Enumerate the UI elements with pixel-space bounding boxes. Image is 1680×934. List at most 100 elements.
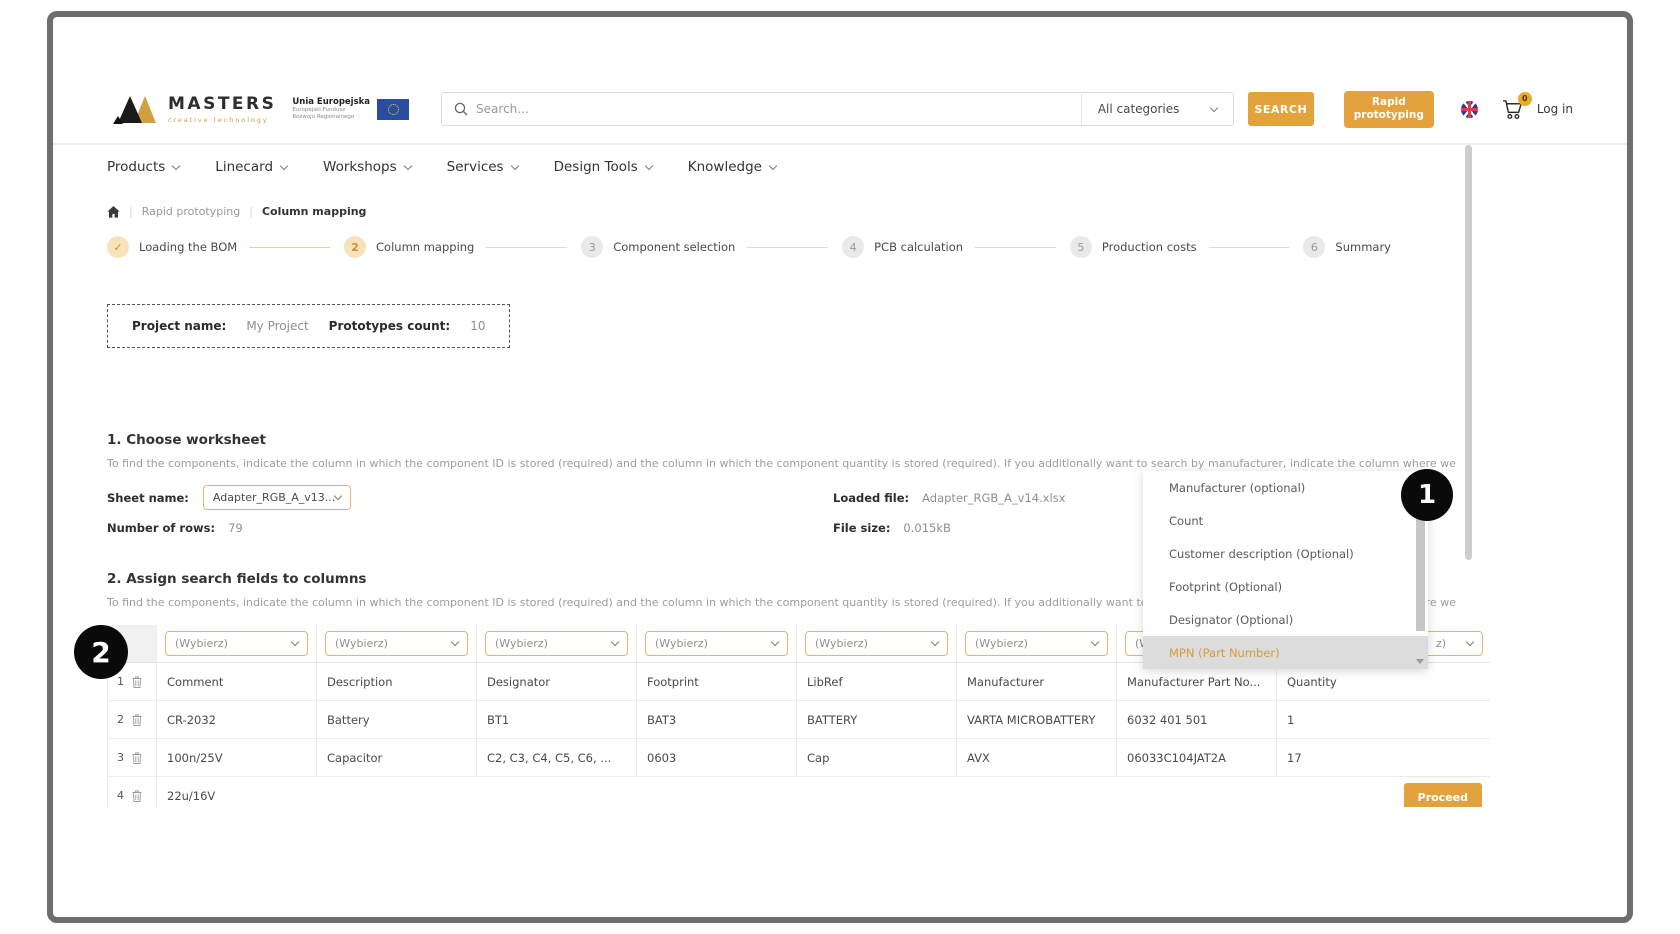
column-select-3[interactable]: (Wybierz)	[485, 631, 628, 656]
table-cell: Description	[316, 663, 476, 701]
page-scrollbar[interactable]	[1465, 145, 1472, 560]
category-select[interactable]: All categories	[1080, 93, 1233, 125]
table-cell: Quantity	[1276, 663, 1490, 701]
delete-row-icon[interactable]	[132, 676, 142, 688]
chevron-down-icon	[172, 161, 181, 170]
dropdown-item-footprint[interactable]: Footprint (Optional)	[1169, 579, 1283, 594]
main-nav: Products Linecard Workshops Services Des…	[107, 153, 1573, 181]
eu-flag-icon	[377, 98, 410, 120]
step-number: 5	[1069, 236, 1092, 258]
delete-row-icon[interactable]	[132, 790, 142, 802]
column-select-6[interactable]: (Wybierz)	[965, 631, 1108, 656]
header-divider	[53, 143, 1627, 145]
loaded-file-label: Loaded file:	[833, 490, 910, 505]
nav-linecard[interactable]: Linecard	[215, 159, 289, 175]
brand-tagline: creative technology	[168, 116, 269, 124]
table-cell: 22u/16V	[156, 777, 316, 807]
rapid-prototyping-button[interactable]: Rapid prototyping	[1343, 90, 1434, 128]
step-pcb-calculation: 4 PCB calculation	[842, 236, 975, 258]
section-choose-worksheet: 1. Choose worksheet To find the componen…	[107, 432, 1573, 541]
search-bar: All categories	[441, 92, 1234, 126]
step-production-costs: 5 Production costs	[1069, 236, 1209, 258]
step-connector	[975, 246, 1056, 248]
nav-knowledge[interactable]: Knowledge	[688, 159, 778, 175]
delete-row-icon[interactable]	[132, 752, 142, 764]
brand-name: MASTERS	[168, 94, 277, 114]
project-summary-box: Project name: My Project Prototypes coun…	[107, 304, 511, 348]
proceed-button[interactable]: Proceed	[1403, 783, 1482, 807]
search-icon	[454, 102, 468, 116]
breadcrumb-current: Column mapping	[261, 205, 367, 218]
file-size-value: 0.015kB	[903, 520, 951, 535]
nav-workshops[interactable]: Workshops	[323, 159, 412, 175]
nav-services[interactable]: Services	[447, 159, 519, 175]
dropdown-item-customer-description[interactable]: Customer description (Optional)	[1169, 546, 1354, 561]
table-cell: Capacitor	[316, 739, 476, 777]
home-icon[interactable]	[107, 205, 120, 218]
chevron-down-icon	[1090, 637, 1100, 647]
table-cell: Designator	[476, 663, 636, 701]
logo-triangle-small	[113, 116, 123, 124]
column-select-8-partial: z)	[1436, 637, 1447, 650]
mapping-table-container: (Wybierz) (Wybierz) (Wybierz) (Wybierz) …	[107, 625, 1490, 807]
dropdown-scroll-arrow-icon[interactable]	[1416, 659, 1424, 664]
breadcrumb-rapid-prototyping[interactable]: Rapid prototyping	[141, 205, 241, 218]
step-number: 6	[1303, 236, 1326, 258]
breadcrumb-separator: |	[249, 205, 253, 218]
eu-subtitle: Europejski Fundusz Rozwoju Regionalnego	[292, 106, 355, 120]
cart-count-badge: 0	[1517, 91, 1532, 106]
chevron-down-icon	[768, 161, 778, 170]
row-number-cell: 4	[108, 777, 156, 807]
language-flag-icon[interactable]	[1460, 100, 1478, 118]
eu-funding-block: Unia Europejska Europejski Fundusz Rozwo…	[292, 97, 410, 122]
masters-logo[interactable]: MASTERS creative technology	[113, 93, 276, 125]
dropdown-item-manufacturer[interactable]: Manufacturer (optional)	[1169, 480, 1306, 495]
nav-design-tools[interactable]: Design Tools	[554, 159, 654, 175]
step-number: 2	[344, 236, 367, 258]
table-cell: Comment	[156, 663, 316, 701]
column-select-1[interactable]: (Wybierz)	[165, 631, 308, 656]
dropdown-scrollbar[interactable]	[1416, 481, 1425, 631]
footer-overlay	[256, 777, 1490, 807]
section2-description: To find the components, indicate the col…	[107, 596, 1457, 609]
chevron-down-icon	[1209, 103, 1219, 112]
dropdown-item-count[interactable]: Count	[1169, 513, 1204, 528]
table-cell: 06033C104JAT2A	[1116, 739, 1276, 777]
search-button[interactable]: SEARCH	[1247, 92, 1314, 126]
category-select-value: All categories	[1097, 102, 1180, 116]
nav-products[interactable]: Products	[107, 159, 181, 175]
project-name-label: Project name:	[132, 319, 227, 333]
dropdown-item-designator[interactable]: Designator (Optional)	[1169, 612, 1294, 627]
sheet-name-value: Adapter_RGB_A_v13...	[212, 491, 336, 504]
page: MASTERS creative technology Unia Europej…	[53, 17, 1627, 917]
login-link[interactable]: Log in	[1536, 102, 1573, 116]
breadcrumb: | Rapid prototyping | Column mapping	[107, 205, 1573, 218]
cart-button[interactable]: 0	[1502, 91, 1532, 120]
chevron-down-icon	[610, 637, 620, 647]
prototypes-count-label: Prototypes count:	[328, 319, 451, 333]
step-check-icon: ✓	[107, 236, 129, 258]
chevron-down-icon	[1465, 637, 1475, 647]
table-cell: AVX	[956, 739, 1116, 777]
dropdown-item-mpn[interactable]: MPN (Part Number)	[1143, 636, 1428, 669]
step-component-selection: 3 Component selection	[581, 236, 747, 258]
delete-row-icon[interactable]	[132, 714, 142, 726]
column-select-2[interactable]: (Wybierz)	[325, 631, 468, 656]
table-cell: Footprint	[636, 663, 796, 701]
annotation-badge-1: 1	[1401, 469, 1453, 521]
column-select-4[interactable]: (Wybierz)	[645, 631, 788, 656]
search-input[interactable]	[476, 102, 1081, 116]
loaded-file-value: Adapter_RGB_A_v14.xlsx	[922, 490, 1066, 505]
stepper: ✓ Loading the BOM 2 Column mapping 3 Com…	[107, 236, 1573, 258]
step-summary: 6 Summary	[1303, 236, 1403, 258]
column-select-5[interactable]: (Wybierz)	[805, 631, 948, 656]
table-cell: Battery	[316, 701, 476, 739]
table-cell: BATTERY	[796, 701, 956, 739]
row-number-cell: 2	[108, 701, 156, 739]
table-cell: Manufacturer	[956, 663, 1116, 701]
table-cell: Manufacturer Part No...	[1116, 663, 1276, 701]
chevron-down-icon	[644, 161, 654, 170]
chevron-down-icon	[290, 637, 300, 647]
table-cell: VARTA MICROBATTERY	[956, 701, 1116, 739]
sheet-name-select[interactable]: Adapter_RGB_A_v13...	[202, 485, 351, 510]
